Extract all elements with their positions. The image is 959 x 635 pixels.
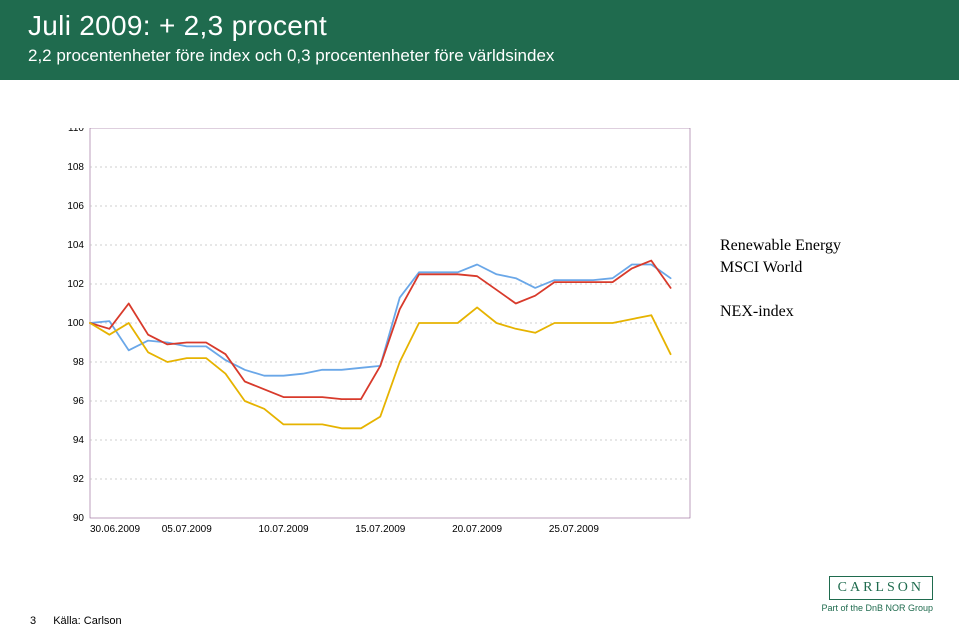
- brand: CARLSON Part of the DnB NOR Group: [821, 576, 933, 613]
- svg-text:98: 98: [73, 357, 85, 368]
- svg-text:30.06.2009: 30.06.2009: [90, 524, 140, 535]
- source-label: Källa: Carlson: [53, 615, 121, 627]
- svg-text:102: 102: [67, 279, 84, 290]
- page-title: Juli 2009: + 2,3 procent: [28, 10, 931, 42]
- line-chart: 90 92 94 96 98 100 102 104 106 108 110 30.06.2009 05…: [58, 128, 698, 548]
- svg-text:110: 110: [68, 128, 84, 134]
- svg-text:106: 106: [67, 201, 84, 212]
- page-number: 3: [30, 615, 36, 627]
- svg-text:25.07.2009: 25.07.2009: [549, 524, 599, 535]
- svg-text:108: 108: [67, 162, 84, 173]
- page-subtitle: 2,2 procentenheter före index och 0,3 pr…: [28, 46, 931, 66]
- legend-item: NEX-index: [720, 302, 841, 322]
- svg-text:96: 96: [73, 396, 85, 407]
- svg-text:20.07.2009: 20.07.2009: [452, 524, 502, 535]
- svg-text:05.07.2009: 05.07.2009: [162, 524, 212, 535]
- svg-text:104: 104: [67, 240, 84, 251]
- svg-text:94: 94: [73, 435, 85, 446]
- svg-text:10.07.2009: 10.07.2009: [259, 524, 309, 535]
- legend-item: Renewable Energy: [720, 236, 841, 256]
- svg-text:92: 92: [73, 474, 85, 485]
- legend: Renewable Energy MSCI World NEX-index: [720, 236, 841, 324]
- svg-text:90: 90: [73, 513, 85, 524]
- svg-text:15.07.2009: 15.07.2009: [355, 524, 405, 535]
- brand-subtitle: Part of the DnB NOR Group: [821, 603, 933, 613]
- header: Juli 2009: + 2,3 procent 2,2 procentenhe…: [0, 0, 959, 80]
- legend-item: MSCI World: [720, 258, 841, 278]
- footer: 3 Källa: Carlson: [30, 615, 122, 627]
- brand-logo: CARLSON: [829, 576, 933, 600]
- svg-text:100: 100: [67, 318, 84, 329]
